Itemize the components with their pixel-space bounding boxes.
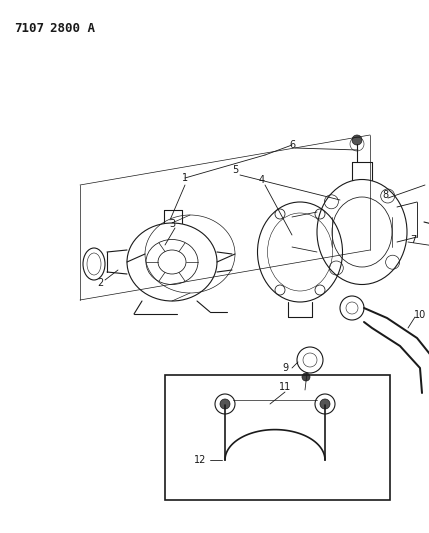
Text: 8: 8 [382,190,388,200]
Text: 5: 5 [232,165,238,175]
Text: 10: 10 [414,310,426,320]
Circle shape [352,135,362,145]
Text: 3: 3 [169,219,175,229]
Text: 7107: 7107 [14,22,44,35]
Text: 11: 11 [279,382,291,392]
Text: 7: 7 [410,235,416,245]
Text: 2: 2 [97,278,103,288]
Text: 12: 12 [194,455,206,465]
Circle shape [320,399,330,409]
Text: 4: 4 [259,175,265,185]
Text: 9: 9 [282,363,288,373]
Text: 6: 6 [289,140,295,150]
Circle shape [302,373,310,381]
Circle shape [220,399,230,409]
Text: 1: 1 [182,173,188,183]
Text: 2800 A: 2800 A [50,22,95,35]
Bar [165,375,390,500]
